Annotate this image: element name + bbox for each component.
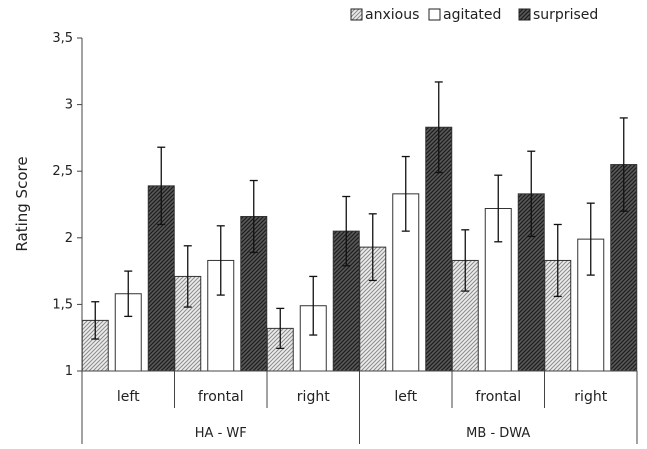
legend-label: anxious (365, 7, 419, 23)
legend-swatch-agitated (429, 9, 440, 20)
legend-label: agitated (443, 7, 501, 23)
legend-label: surprised (533, 7, 598, 23)
legend-swatch-anxious (351, 9, 362, 20)
x-group-label: MB - DWA (466, 426, 530, 441)
y-tick-label: 1 (65, 364, 73, 379)
y-axis-title: Rating Score (13, 156, 31, 251)
legend: anxious agitated surprised (351, 7, 598, 23)
y-tick-label: 3 (65, 98, 73, 113)
x-category-label: frontal (198, 389, 244, 405)
x-category-label: left (117, 389, 140, 405)
x-category-label: frontal (475, 389, 521, 405)
x-group-label: HA - WF (195, 426, 247, 441)
y-tick-label: 3,5 (52, 31, 73, 46)
legend-swatch-surprised (519, 9, 530, 20)
y-tick-label: 1,5 (52, 297, 73, 312)
x-category-label: right (297, 389, 330, 405)
y-tick-label: 2 (65, 231, 73, 246)
x-category-label: right (574, 389, 607, 405)
y-tick-label: 2,5 (52, 164, 73, 179)
x-category-label: left (394, 389, 417, 405)
